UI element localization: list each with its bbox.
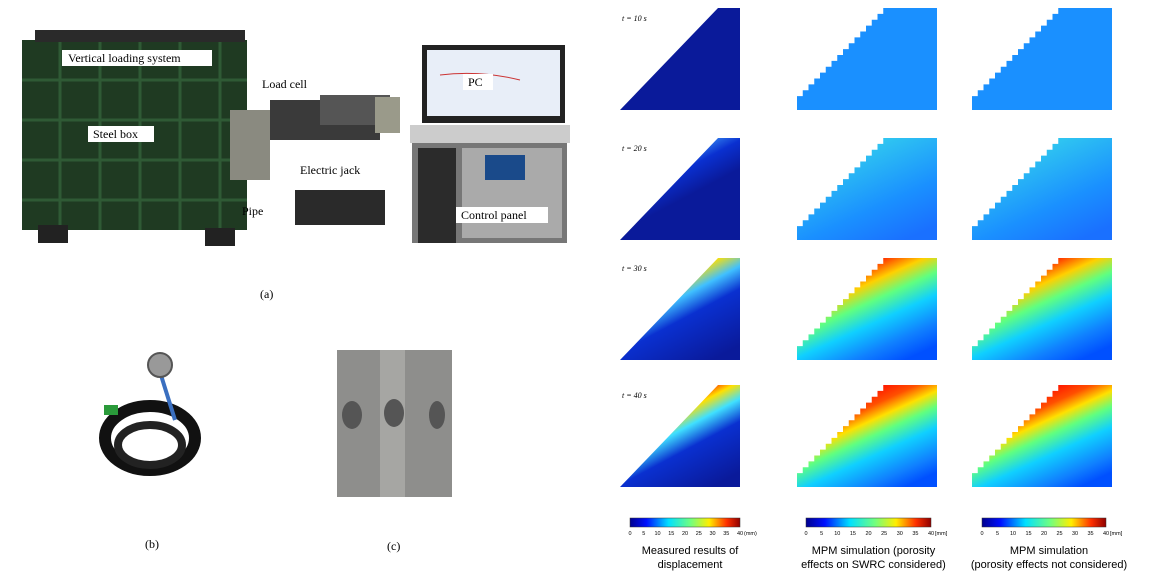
- photo-c: (c): [337, 350, 452, 553]
- slope-field: [797, 258, 937, 360]
- colorbar-tick: 30: [1072, 531, 1078, 537]
- photo-labels: Vertical loading system Load cell PC Ste…: [62, 50, 548, 301]
- caption: Measured results of: [642, 545, 740, 557]
- panel-label: (a): [260, 287, 273, 301]
- colorbar-tick: 40: [1103, 531, 1109, 537]
- colorbar-tick: 20: [865, 531, 871, 537]
- caption: effects on SWRC considered): [801, 559, 946, 571]
- colorbar-tick: 5: [996, 531, 999, 537]
- colorbar-tick: 15: [1025, 531, 1031, 537]
- colorbar-tick: 15: [668, 531, 674, 537]
- slope-field: [972, 258, 1112, 360]
- panel-label: (b): [145, 537, 159, 551]
- colorbar: [981, 517, 1107, 528]
- photo-a: [22, 30, 570, 246]
- simulation-panels: t = 10 s t = 20 s t = 30 s t = 40 s 0 5 10 15 20…: [620, 8, 1127, 571]
- caption: MPM simulation (porosity: [812, 545, 936, 557]
- time-label: t = 30 s: [622, 264, 647, 273]
- colorbar-tick: 0: [980, 531, 983, 537]
- colorbar-tick: 0: [804, 531, 807, 537]
- slope-field: [797, 8, 937, 110]
- label: Control panel: [461, 208, 527, 222]
- colorbar-tick: 25: [1056, 531, 1062, 537]
- colorbar-tick: 25: [881, 531, 887, 537]
- colorbar-tick: 40: [928, 531, 934, 537]
- colorbar-tick: 15: [850, 531, 856, 537]
- slope-field: [620, 138, 740, 240]
- colorbar-tick: 35: [912, 531, 918, 537]
- colorbar-tick: 10: [834, 531, 840, 537]
- colorbar-tick: 30: [897, 531, 903, 537]
- caption: displacement: [658, 559, 723, 571]
- colorbar: [805, 517, 932, 528]
- colorbar-unit: (mm): [744, 531, 757, 537]
- label: Load cell: [262, 77, 308, 91]
- slope-field: [972, 138, 1112, 240]
- label: Steel box: [93, 127, 138, 141]
- colorbar-tick: 0: [628, 531, 631, 537]
- slope-field: [620, 385, 740, 487]
- colorbar-tick: 10: [1010, 531, 1016, 537]
- colorbar-tick: 10: [654, 531, 660, 537]
- label: Vertical loading system: [68, 51, 181, 65]
- caption: (porosity effects not considered): [971, 559, 1127, 571]
- caption: MPM simulation: [1010, 545, 1088, 557]
- photo-b: (b): [99, 352, 201, 551]
- colorbar-tick: 5: [642, 531, 645, 537]
- label: Pipe: [242, 204, 263, 218]
- colorbar: [629, 517, 741, 528]
- panel-label: (c): [387, 539, 400, 553]
- label: PC: [468, 75, 483, 89]
- slope-field: [620, 8, 740, 110]
- colorbar-tick: 5: [820, 531, 823, 537]
- slope-field: [972, 8, 1112, 110]
- colorbar-tick: 20: [1041, 531, 1047, 537]
- colorbar-tick: 35: [1087, 531, 1093, 537]
- label: Electric jack: [300, 163, 360, 177]
- colorbar-tick: 25: [696, 531, 702, 537]
- slope-field: [972, 385, 1112, 487]
- slope-field: [797, 385, 937, 487]
- time-label: t = 40 s: [622, 391, 647, 400]
- time-label: t = 20 s: [622, 144, 647, 153]
- colorbar-tick: 20: [682, 531, 688, 537]
- time-label: t = 10 s: [622, 14, 647, 23]
- colorbar-unit: [mm]: [1110, 531, 1123, 537]
- slope-field: [797, 138, 937, 240]
- colorbar-tick: 40: [737, 531, 743, 537]
- colorbar-unit: [mm]: [935, 531, 948, 537]
- colorbar-tick: 30: [709, 531, 715, 537]
- colorbar-tick: 35: [723, 531, 729, 537]
- slope-field: [620, 258, 740, 360]
